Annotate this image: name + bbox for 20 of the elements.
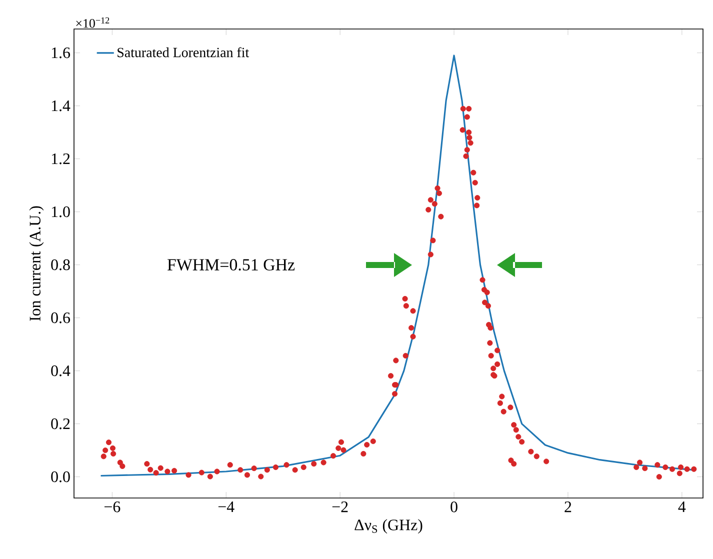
x-tick-label: −6: [104, 502, 120, 512]
y-tick-label: 1.0: [52, 206, 70, 218]
y-tick-label: 0.8: [51, 259, 70, 270]
y-tick-label: 0.2: [51, 418, 70, 430]
y-tick-label: 0.4: [51, 365, 70, 376]
x-tick-label: −4: [218, 502, 234, 512]
y-axis-title: Ion current (A.U.): [29, 206, 44, 321]
y-tick-label: 1.6: [52, 47, 70, 58]
x-tick-label: 2: [564, 502, 572, 512]
legend-label: Saturated Lorentzian fit: [118, 47, 250, 58]
x-tick-label: 0: [450, 502, 458, 512]
x-tick-label: −2: [332, 502, 348, 512]
y-tick-label: 1.2: [52, 153, 70, 164]
y-tick-label: 0.0: [51, 471, 70, 482]
y-tick-label: 1.4: [52, 100, 70, 112]
annotation: FWHM=0.51 GHz: [167, 259, 295, 271]
x-tick-label: 4: [678, 502, 686, 512]
text: ×10$^{−12}$: [76, 17, 110, 28]
x-axis-title: Δν$_{S}$ (GHz): [354, 519, 422, 534]
y-tick-label: 0.6: [51, 312, 70, 324]
